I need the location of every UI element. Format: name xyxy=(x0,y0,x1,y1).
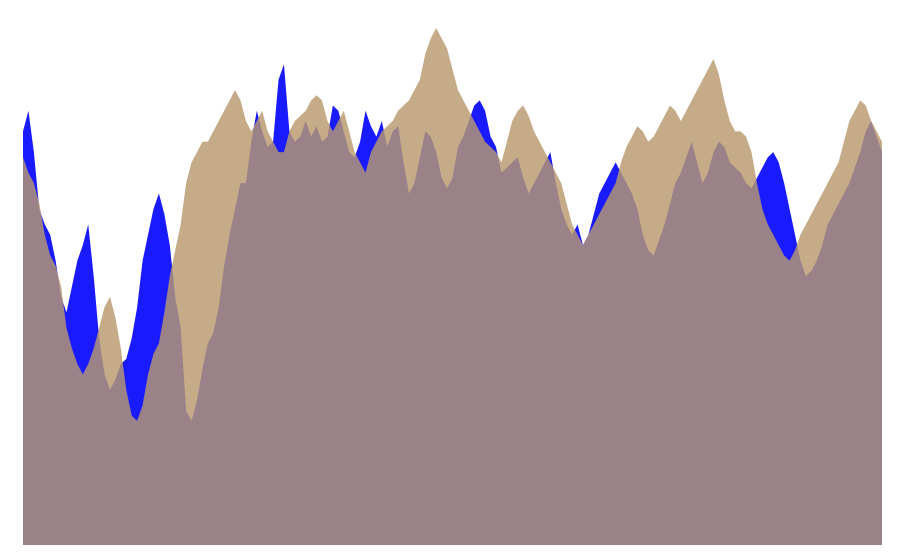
area-series-2 xyxy=(23,28,882,545)
series-layer xyxy=(23,28,882,545)
